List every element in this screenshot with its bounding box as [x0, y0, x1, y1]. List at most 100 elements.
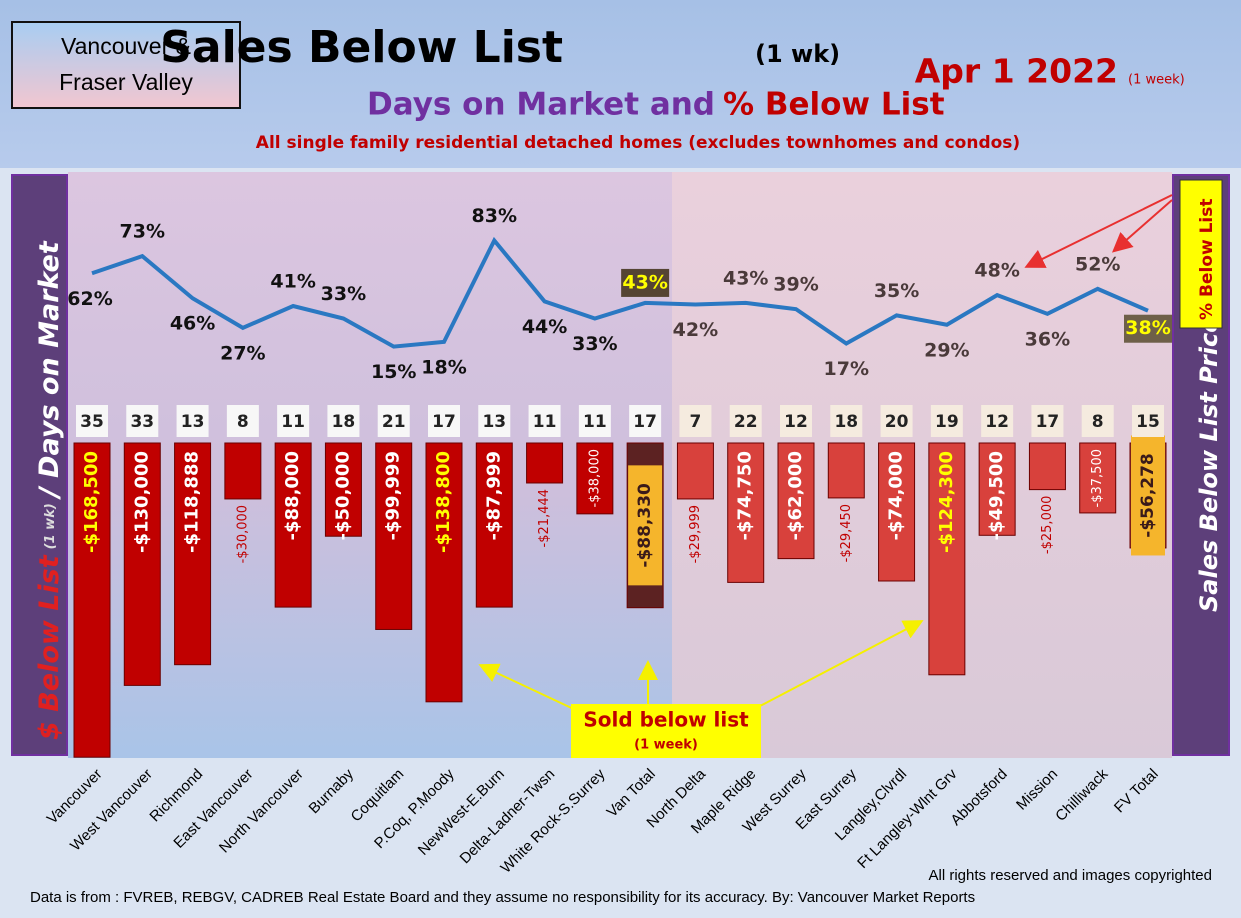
days-label: 33	[130, 412, 154, 432]
line-label-box	[1179, 179, 1223, 329]
value-label: -$118,888	[182, 451, 203, 553]
days-box	[729, 405, 762, 437]
date-note: (1 week)	[1128, 73, 1185, 88]
days-box	[528, 405, 561, 437]
arrow	[759, 620, 924, 707]
days-box	[830, 405, 863, 437]
percent-line	[91, 236, 1149, 349]
percent-label: 48%	[974, 260, 1019, 282]
days-label: 7	[690, 412, 702, 432]
days-label: 20	[885, 412, 909, 432]
days-box	[377, 405, 410, 437]
bar	[123, 442, 161, 686]
days-box	[1132, 405, 1164, 437]
value-label: -$29,999	[688, 505, 703, 563]
y-axis-label: $ Below List (1 wk) / Days on Market	[34, 240, 65, 740]
value-label: -$56,278	[1138, 453, 1158, 538]
days-label: 11	[281, 412, 305, 432]
percent-label: 46%	[170, 313, 215, 335]
value-label: -$168,500	[81, 451, 102, 553]
subtitle: % Below List	[723, 87, 945, 123]
days-label: 12	[784, 412, 808, 432]
days-label: 17	[1036, 412, 1060, 432]
percent-label: 44%	[522, 316, 567, 338]
days-box	[981, 405, 1014, 437]
percent-label: 18%	[421, 356, 466, 378]
bar	[73, 442, 111, 758]
callout-box	[571, 704, 761, 758]
source: Data is from : FVREB, REBGV, CADREB Real…	[30, 889, 975, 906]
days-box	[176, 405, 209, 437]
days-box	[478, 405, 511, 437]
bar	[878, 442, 916, 582]
bar	[475, 442, 513, 608]
days-label: 8	[237, 412, 249, 432]
bar	[224, 442, 262, 500]
percent-label: 38%	[1125, 317, 1170, 339]
arrow	[1024, 194, 1173, 268]
percent-label: 43%	[622, 271, 667, 293]
left-panel	[11, 174, 68, 756]
days-label: 35	[80, 412, 104, 432]
percent-label: 29%	[924, 339, 969, 361]
days-box	[880, 405, 913, 437]
percent-label: 15%	[371, 361, 416, 383]
percent-label: 27%	[220, 342, 265, 364]
value-label: -$49,500	[986, 451, 1007, 540]
percent-label: 39%	[773, 274, 818, 296]
bar	[727, 442, 765, 583]
value-label-box	[1131, 435, 1165, 556]
bar	[576, 442, 614, 515]
bar	[777, 442, 815, 560]
value-label: -$130,000	[131, 451, 152, 553]
region-box	[11, 21, 241, 109]
callout-note: (1 week)	[634, 738, 698, 753]
subtitle: Days on Market and	[367, 87, 715, 123]
days-label: 18	[332, 412, 356, 432]
days-label: 11	[533, 412, 557, 432]
value-label: -$25,000	[1040, 496, 1055, 554]
days-label: 8	[1092, 412, 1104, 432]
days-label: 18	[834, 412, 858, 432]
percent-label: 41%	[270, 271, 315, 293]
bar	[425, 442, 463, 703]
value-label: -$99,999	[383, 451, 404, 540]
callout: Sold below list	[583, 708, 749, 732]
days-label: 12	[985, 412, 1009, 432]
percent-label: 43%	[723, 267, 768, 289]
y-label-part: / Days on Market	[34, 240, 65, 500]
date: Apr 1 2022	[915, 52, 1118, 91]
line-label: % Below List	[1197, 199, 1217, 320]
value-label: -$74,000	[886, 451, 907, 540]
y-label-part: $ Below List	[34, 554, 65, 740]
percent-label: 36%	[1025, 328, 1070, 350]
days-box	[1031, 405, 1064, 437]
days-box	[277, 405, 310, 437]
days-box	[428, 405, 460, 437]
days-box	[578, 405, 611, 437]
days-box	[226, 405, 259, 437]
percent-label: 73%	[120, 221, 165, 243]
percent-label: 42%	[673, 319, 718, 341]
title-note: (1 wk)	[755, 40, 840, 68]
percent-label: 62%	[67, 288, 112, 310]
bar	[174, 442, 212, 666]
days-box	[629, 405, 662, 437]
percent-label: 17%	[824, 358, 869, 380]
percent-label: 83%	[472, 205, 517, 227]
value-label: -$88,000	[282, 451, 303, 540]
percent-label: 52%	[1075, 253, 1120, 275]
percent-label-box	[621, 268, 670, 297]
days-box	[930, 405, 963, 437]
percent-label: 33%	[572, 333, 617, 355]
region-label: Vancouver &	[61, 33, 191, 59]
arrow	[1111, 199, 1173, 253]
days-box	[76, 405, 108, 437]
value-label: -$62,000	[785, 451, 806, 540]
bar	[978, 442, 1016, 536]
days-box	[1081, 405, 1114, 437]
value-label: -$50,000	[332, 451, 353, 540]
days-label: 21	[382, 412, 406, 432]
days-label: 22	[734, 412, 758, 432]
days-label: 13	[482, 412, 506, 432]
